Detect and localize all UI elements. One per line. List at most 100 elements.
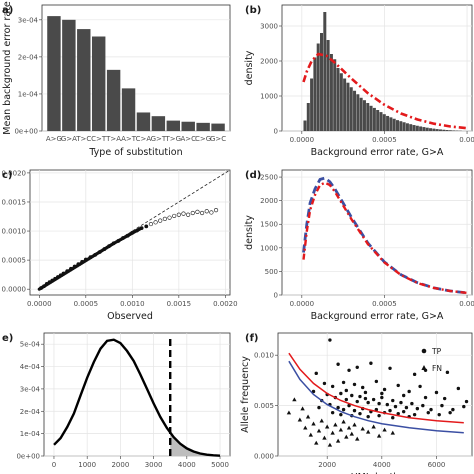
- y-axis-title: density: [244, 50, 255, 85]
- histogram-bar: [376, 110, 380, 131]
- x-axis-title: Background error rate, G>A: [311, 147, 444, 158]
- fn-point: [344, 434, 349, 439]
- data-point: [130, 230, 135, 235]
- x-tick-label: 0.00: [459, 300, 474, 308]
- data-point: [209, 210, 214, 215]
- panel-f: 0.000 0.005 0.010 2000 4000 6000 (f) UMI depth A…: [240, 332, 473, 474]
- tp-point: [380, 395, 384, 400]
- x-tick-label: 5000: [211, 461, 229, 469]
- tp-point: [328, 338, 332, 342]
- y-tick-label: 0.0005: [2, 257, 27, 265]
- tp-point: [377, 413, 381, 418]
- tp-point: [330, 410, 335, 415]
- panel-label: a): [2, 5, 13, 16]
- data-point: [76, 262, 81, 267]
- fn-point: [335, 438, 341, 443]
- tp-point: [442, 396, 447, 401]
- x-tick-label: A>T: [121, 135, 137, 143]
- y-tick-label: 0e+00: [14, 128, 38, 136]
- histogram-bar: [415, 125, 419, 131]
- x-tick-label: T>C: [75, 135, 91, 143]
- x-tick-label: 0.0000: [290, 300, 315, 308]
- tp-point: [341, 380, 346, 385]
- y-tick-label: 1000: [260, 244, 278, 252]
- data-point: [42, 284, 46, 289]
- tp-point: [388, 366, 392, 370]
- fn-point: [338, 427, 344, 432]
- panel-c: 0.0000 0.0005 0.0010 0.0015 0.0020 0.0000 0.00…: [0, 169, 238, 322]
- data-point: [213, 208, 219, 213]
- tp-point: [339, 412, 343, 417]
- y-tick-label: 3e-04: [18, 16, 39, 24]
- histogram-bar: [442, 129, 446, 131]
- data-point: [93, 252, 98, 257]
- fn-point: [300, 406, 305, 411]
- fn-point: [322, 435, 327, 440]
- tp-point: [311, 389, 316, 394]
- y-tick-label: 0.010: [254, 352, 274, 360]
- histogram-bar: [366, 103, 370, 131]
- x-tick-label: 0.0015: [167, 300, 192, 308]
- x-tick-label: 1000: [78, 461, 96, 469]
- y-tick-label: 0.0010: [2, 228, 27, 236]
- histogram-bar: [389, 117, 393, 131]
- histogram-bar: [343, 78, 347, 131]
- data-point: [53, 276, 58, 281]
- data-point: [186, 212, 191, 217]
- tp-point: [396, 411, 400, 416]
- y-tick-label: 1e-04: [18, 90, 39, 98]
- histogram-bar: [369, 105, 373, 131]
- y-tick-label: 3e-04: [20, 385, 41, 393]
- tp-point: [401, 409, 406, 414]
- fit-curve: [302, 52, 468, 130]
- x-axis-title: UMI depth: [351, 472, 400, 474]
- tp-point: [355, 365, 359, 369]
- data-point: [56, 275, 60, 279]
- histogram-bar: [329, 54, 333, 131]
- bar-G>T: [151, 116, 166, 131]
- fn-point: [382, 427, 387, 432]
- data-point: [204, 209, 209, 214]
- y-tick-label: 500: [265, 268, 278, 276]
- tp-point: [330, 384, 335, 389]
- tp-point: [426, 410, 430, 415]
- tp-point: [418, 384, 422, 389]
- panel-label: (b): [245, 5, 261, 16]
- x-tick-label: 0.0005: [74, 300, 99, 308]
- tp-point: [382, 387, 387, 392]
- y-tick-label: 2000: [260, 58, 278, 66]
- fn-point: [376, 433, 382, 438]
- data-point: [69, 266, 73, 271]
- data-point: [50, 278, 55, 283]
- data-point: [148, 221, 154, 227]
- histogram-bar: [432, 128, 436, 131]
- histogram-bar: [310, 78, 314, 131]
- y-tick-label: 1500: [260, 221, 278, 229]
- plot-area: [43, 332, 231, 457]
- data-point: [80, 259, 84, 264]
- data-point: [195, 209, 200, 214]
- data-point: [88, 255, 93, 260]
- tp-point: [445, 370, 450, 375]
- tp-point: [358, 394, 362, 399]
- histogram-bar: [353, 90, 357, 131]
- tp-point: [423, 395, 428, 400]
- histogram-bar: [445, 130, 449, 131]
- histogram-bar: [316, 43, 320, 131]
- y-tick-label: 3000: [260, 23, 278, 31]
- y-tick-label: 1e-04: [20, 430, 41, 438]
- y-tick-label: 0.000: [254, 453, 274, 461]
- tp-point: [451, 407, 455, 412]
- data-point: [158, 218, 163, 223]
- y-tick-label: 5e-04: [20, 341, 41, 349]
- x-tick-label: G>T: [151, 135, 167, 143]
- x-tick-label: 6000: [428, 461, 446, 469]
- fn-point: [346, 425, 352, 430]
- x-tick-label: A>C: [180, 135, 196, 143]
- data-point: [162, 216, 167, 221]
- histogram-bar: [306, 103, 310, 131]
- tp-point: [437, 412, 441, 417]
- histogram-bar: [326, 40, 330, 131]
- histogram-bar: [399, 121, 403, 131]
